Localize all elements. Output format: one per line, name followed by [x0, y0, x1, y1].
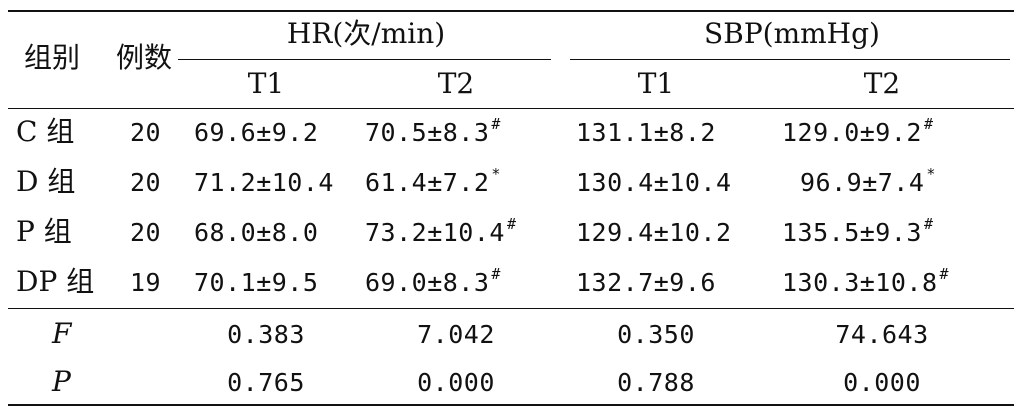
hr-t1-value: 70.1±9.5 [194, 268, 319, 297]
stats-separator-rule [8, 308, 1014, 309]
hr-t2-value: 61.4±7.2 * [365, 165, 501, 197]
row-count: 20 [130, 218, 162, 247]
sbp-group-underline [570, 59, 1010, 60]
sbp-t2-value: 96.9±7.4 * [800, 165, 936, 197]
row-group-label: C 组 [16, 115, 75, 148]
sbp-t1-value: 132.7±9.6 [576, 268, 716, 297]
row-count: 20 [130, 118, 162, 147]
hr-t2-value: 70.5±8.3 # [365, 115, 501, 147]
f-sbp-t1: 0.350 [617, 320, 695, 349]
header-count: 例数 [116, 41, 173, 74]
header-bottom-rule [8, 108, 1014, 109]
hr-t2-value: 73.2±10.4 # [365, 215, 517, 247]
sbp-t2-value: 130.3±10.8 # [782, 265, 950, 297]
p-sbp-t2: 0.000 [843, 368, 921, 397]
row-group-label: DP 组 [16, 265, 95, 298]
header-sbp: SBP(mmHg) [704, 17, 880, 50]
stat-label-p: P [52, 365, 71, 398]
hr-group-underline [178, 59, 551, 60]
f-hr-t1: 0.383 [227, 320, 305, 349]
p-hr-t1: 0.765 [227, 368, 305, 397]
p-sbp-t1: 0.788 [617, 368, 695, 397]
header-group: 组别 [24, 41, 81, 74]
row-group-label: P 组 [16, 215, 72, 248]
header-sbp-t1: T1 [637, 67, 675, 100]
row-count: 19 [130, 268, 162, 297]
f-sbp-t2: 74.643 [835, 320, 929, 349]
sbp-t1-value: 130.4±10.4 [576, 168, 732, 197]
p-hr-t2: 0.000 [417, 368, 495, 397]
hr-t1-value: 68.0±8.0 [194, 218, 319, 247]
header-sbp-t2: T2 [863, 67, 901, 100]
header-hr: HR(次/min) [286, 17, 446, 50]
header-hr-t1: T1 [247, 67, 285, 100]
hr-t1-value: 71.2±10.4 [194, 168, 334, 197]
bottom-rule [8, 404, 1014, 406]
stat-label-f: F [52, 317, 72, 350]
sbp-t2-value: 135.5±9.3 # [782, 215, 934, 247]
header-hr-t2: T2 [437, 67, 475, 100]
row-count: 20 [130, 168, 162, 197]
sbp-t1-value: 131.1±8.2 [576, 118, 716, 147]
hr-t2-value: 69.0±8.3 # [365, 265, 501, 297]
row-group-label: D 组 [16, 165, 76, 198]
top-rule [8, 10, 1014, 12]
sbp-t2-value: 129.0±9.2 # [782, 115, 934, 147]
f-hr-t2: 7.042 [417, 320, 495, 349]
sbp-t1-value: 129.4±10.2 [576, 218, 732, 247]
hr-t1-value: 69.6±9.2 [194, 118, 319, 147]
